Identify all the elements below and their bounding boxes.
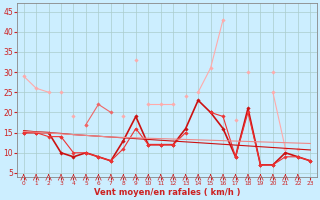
X-axis label: Vent moyen/en rafales ( km/h ): Vent moyen/en rafales ( km/h ) bbox=[94, 188, 240, 197]
